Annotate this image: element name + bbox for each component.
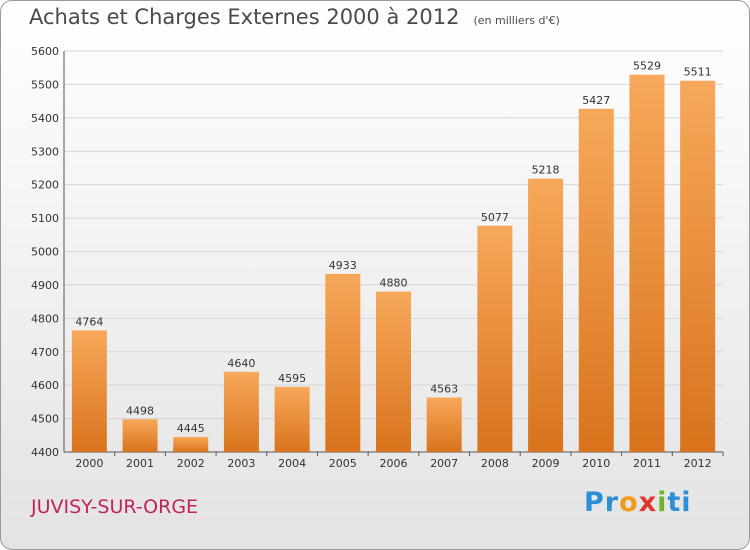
city-name: JUVISY-SUR-ORGE [31,496,199,518]
x-tick-label: 2012 [684,457,712,470]
x-tick-label: 2000 [75,457,103,470]
x-tick-label: 2002 [177,457,205,470]
y-tick-label: 5400 [31,112,59,125]
data-label: 5218 [532,164,560,177]
bar [122,419,158,452]
y-tick-label: 5100 [31,212,59,225]
x-tick-label: 2008 [481,457,509,470]
y-tick-label: 5000 [31,246,59,259]
chart-title-block: Achats et Charges Externes 2000 à 2012 (e… [29,5,560,29]
y-tick-label: 4400 [31,446,59,459]
unit-note: (en milliers d'€) [473,14,560,27]
x-tick-label: 2003 [227,457,255,470]
data-label: 4933 [329,259,357,272]
data-label: 5077 [481,211,509,224]
x-tick-label: 2011 [633,457,661,470]
bar [629,74,665,452]
bar [274,386,310,452]
x-tick-label: 2006 [380,457,408,470]
y-tick-label: 5200 [31,179,59,192]
data-label: 5427 [582,94,610,107]
x-tick-label: 2010 [582,457,610,470]
bar [477,225,513,452]
data-label: 4880 [380,277,408,290]
bar [376,291,411,452]
bar [173,436,209,452]
x-tick-label: 2001 [126,457,154,470]
data-label: 4595 [278,372,306,385]
proxiti-logo: Proxiti [584,487,692,518]
data-label: 4498 [126,404,154,417]
x-tick-label: 2007 [430,457,458,470]
y-tick-label: 5600 [31,45,59,58]
bar [680,80,716,452]
x-tick-label: 2009 [532,457,560,470]
y-tick-label: 4500 [31,413,59,426]
bar [71,330,107,452]
bar [578,108,614,452]
data-label: 5511 [684,66,712,79]
y-tick-label: 4900 [31,279,59,292]
y-tick-label: 4600 [31,379,59,392]
y-tick-label: 4800 [31,312,59,325]
data-label: 4445 [177,422,205,435]
bar [426,397,462,452]
y-tick-label: 4700 [31,346,59,359]
data-label: 4563 [430,383,458,396]
y-tick-label: 5300 [31,145,59,158]
x-tick-label: 2005 [329,457,357,470]
data-label: 4640 [227,357,255,370]
data-label: 4764 [75,315,103,328]
y-tick-label: 5500 [31,78,59,91]
bar [528,178,564,452]
x-tick-label: 2004 [278,457,306,470]
data-label: 5529 [633,60,661,73]
chart-title: Achats et Charges Externes 2000 à 2012 [29,5,460,29]
bar [223,371,259,452]
bar [325,273,361,452]
